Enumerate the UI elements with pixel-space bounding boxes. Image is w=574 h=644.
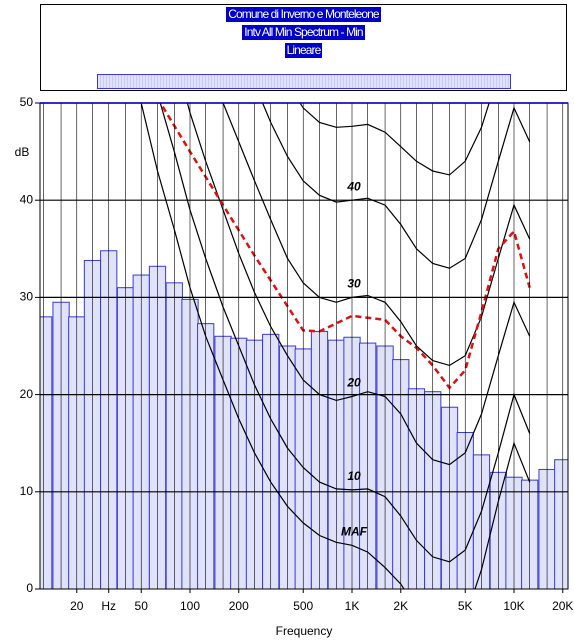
- curve-label: 20: [346, 376, 361, 390]
- x-tick-label: 100: [180, 599, 200, 613]
- curve-label: MAF: [341, 524, 368, 538]
- legend-swatch: [97, 74, 511, 89]
- y-tick-label: 40: [20, 192, 34, 206]
- curve-label: 40: [346, 179, 361, 193]
- title: Comune di Inverno e Monteleone: [226, 7, 381, 22]
- weighting: Lineare: [284, 43, 323, 58]
- y-axis-label: dB: [15, 145, 30, 159]
- x-tick-label: 500: [293, 599, 313, 613]
- y-tick-label: 50: [20, 95, 34, 109]
- x-tick-label: 5K: [458, 599, 473, 613]
- x-tick-label: 10K: [503, 599, 524, 613]
- subtitle: Intv All Min Spectrum - Min: [242, 25, 365, 40]
- y-tick-label: 10: [20, 484, 34, 498]
- x-tick-label: 50: [135, 599, 149, 613]
- x-tick-label: Hz: [101, 599, 116, 613]
- y-tick-label: 30: [20, 290, 34, 304]
- curve-label: 30: [347, 277, 361, 291]
- y-tick-label: 0: [26, 581, 33, 595]
- y-tick-label: 20: [20, 387, 34, 401]
- x-tick-label: 1K: [345, 599, 360, 613]
- curve-label: 10: [347, 469, 361, 483]
- x-axis-label: Frequency: [276, 624, 333, 638]
- x-tick-label: 20: [70, 599, 84, 613]
- x-tick-label: 20K: [552, 599, 573, 613]
- header: Comune di Inverno e Monteleone Intv All …: [40, 4, 567, 91]
- x-tick-label: 2K: [393, 599, 408, 613]
- x-tick-label: 200: [229, 599, 249, 613]
